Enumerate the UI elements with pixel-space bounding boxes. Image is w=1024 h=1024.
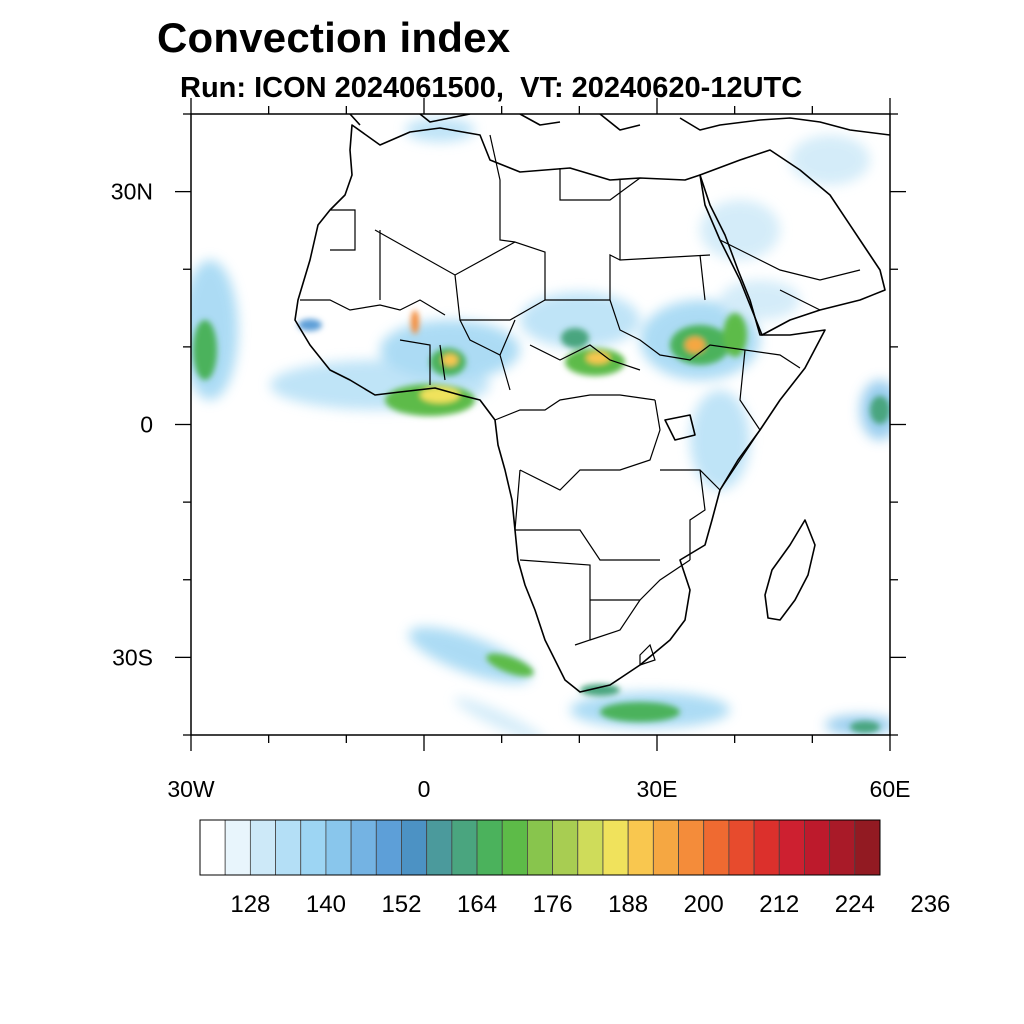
- colorbar-swatch: [501, 819, 528, 876]
- colorbar-swatch: [325, 819, 352, 876]
- colorbar-swatch: [577, 819, 604, 876]
- colorbar-swatch: [728, 819, 755, 876]
- colorbar-swatch: [249, 819, 276, 876]
- colorbar-swatch: [476, 819, 503, 876]
- colorbar-swatch: [678, 819, 705, 876]
- colorbar-swatch: [350, 819, 377, 876]
- colorbar-label: 236: [910, 891, 950, 918]
- colorbar-swatch: [401, 819, 428, 876]
- mediterranean-coast: [349, 114, 890, 136]
- colorbar-swatch: [602, 819, 629, 876]
- colorbar-frame: [199, 819, 881, 876]
- country-borders: [300, 134, 861, 666]
- colorbar-swatch: [275, 819, 302, 876]
- colorbar-swatch: [627, 819, 654, 876]
- colorbar-label: 176: [533, 891, 573, 918]
- colorbar-label: 200: [684, 891, 724, 918]
- axes: 30N 0 30S 30W 0 30E 60E: [111, 98, 911, 802]
- colorbar-swatch: [224, 819, 251, 876]
- madagascar-coastline: [764, 519, 816, 621]
- colorbar-swatch: [829, 819, 856, 876]
- lat-tick-label: 0: [140, 412, 153, 438]
- colorbar-swatch: [778, 819, 805, 876]
- convection-field: [191, 118, 890, 735]
- colorbar-label: 128: [230, 891, 270, 918]
- run-subtitle: Run: ICON 2024061500, VT: 20240620-12UTC: [180, 72, 803, 104]
- colorbar-swatch: [854, 819, 881, 876]
- lon-tick-label: 30E: [637, 776, 678, 802]
- colorbar-swatch: [451, 819, 478, 876]
- lon-tick-label: 60E: [870, 776, 911, 802]
- colorbar-swatch: [426, 819, 453, 876]
- lon-tick-label: 30W: [167, 776, 215, 802]
- colorbar-label: 212: [759, 891, 799, 918]
- colorbar-label: 140: [306, 891, 346, 918]
- colorbar-swatch: [753, 819, 780, 876]
- colorbar-label: 152: [381, 891, 421, 918]
- arabia-coastline: [699, 149, 886, 336]
- colorbar-swatch: [300, 819, 327, 876]
- lat-tick-label: 30N: [111, 179, 153, 205]
- colorbar-swatch: [652, 819, 679, 876]
- colorbar-swatch: [375, 819, 402, 876]
- page-title: Convection index: [157, 14, 511, 61]
- colorbar-label: 188: [608, 891, 648, 918]
- colorbar-swatch: [804, 819, 831, 876]
- lake-victoria: [664, 414, 696, 441]
- colorbar-label: 224: [835, 891, 875, 918]
- lat-tick-label: 30S: [112, 644, 153, 670]
- colorbar-swatch: [552, 819, 579, 876]
- colorbar-swatch: [527, 819, 553, 876]
- colorbar-label: 164: [457, 891, 497, 918]
- colorbar-swatch: [199, 819, 226, 876]
- lon-tick-label: 0: [418, 776, 431, 802]
- plot-frame: [190, 113, 891, 736]
- colorbar: 128 140 152 164 176 188 200 212 224 236: [199, 819, 950, 918]
- colorbar-swatch: [703, 819, 730, 876]
